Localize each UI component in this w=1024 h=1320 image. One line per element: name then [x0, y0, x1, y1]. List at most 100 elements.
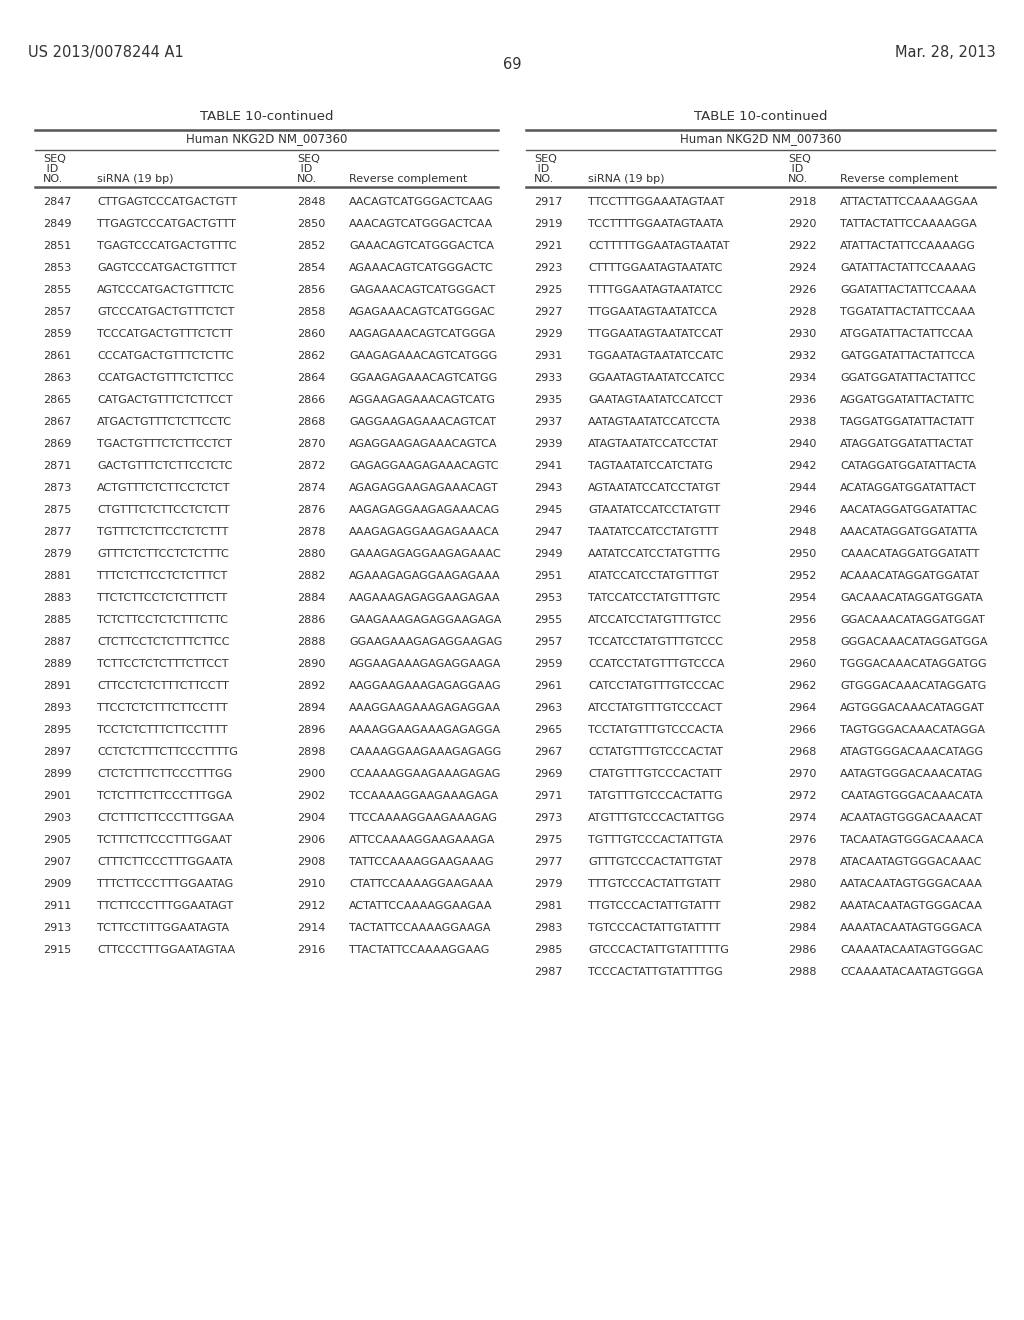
Text: 2940: 2940	[788, 440, 816, 449]
Text: 2888: 2888	[297, 638, 326, 647]
Text: GAAGAGAAACAGTCATGGG: GAAGAGAAACAGTCATGGG	[349, 351, 498, 360]
Text: AAGAAAGAGAGGAAGAGAA: AAGAAAGAGAGGAAGAGAA	[349, 593, 501, 603]
Text: ATTACTATTCCAAAAGGAA: ATTACTATTCCAAAAGGAA	[840, 197, 979, 207]
Text: 2859: 2859	[43, 329, 72, 339]
Text: GACAAACATAGGATGGATA: GACAAACATAGGATGGATA	[840, 593, 983, 603]
Text: TCTTTCTTCCCTTTGGAAT: TCTTTCTTCCCTTTGGAAT	[97, 836, 232, 845]
Text: 2900: 2900	[297, 770, 326, 779]
Text: TTGGAATAGTAATATCCA: TTGGAATAGTAATATCCA	[588, 308, 717, 317]
Text: ATGGATATTACTATTCCAA: ATGGATATTACTATTCCAA	[840, 329, 974, 339]
Text: CTCTTTCTTCCCTTTGGAA: CTCTTTCTTCCCTTTGGAA	[97, 813, 233, 822]
Text: 2960: 2960	[788, 659, 816, 669]
Text: ACTATTCCAAAAGGAAGAA: ACTATTCCAAAAGGAAGAA	[349, 902, 493, 911]
Text: CCATGACTGTTTCTCTTCC: CCATGACTGTTTCTCTTCC	[97, 374, 233, 383]
Text: NO.: NO.	[43, 174, 63, 183]
Text: CTTCCTCTCTTTCTTCCTT: CTTCCTCTCTTTCTTCCTT	[97, 681, 229, 690]
Text: 2968: 2968	[788, 747, 816, 756]
Text: AGGAAGAGAAACAGTCATG: AGGAAGAGAAACAGTCATG	[349, 395, 496, 405]
Text: TCCATCCTATGTTTGTCCC: TCCATCCTATGTTTGTCCC	[588, 638, 723, 647]
Text: TAGTGGGACAAACATAGGA: TAGTGGGACAAACATAGGA	[840, 725, 985, 735]
Text: 2862: 2862	[297, 351, 326, 360]
Text: 2978: 2978	[788, 857, 816, 867]
Text: TGTCCCACTATTGTATTTT: TGTCCCACTATTGTATTTT	[588, 923, 721, 933]
Text: CAATAGTGGGACAAACATA: CAATAGTGGGACAAACATA	[840, 791, 983, 801]
Text: ACATAGGATGGATATTACT: ACATAGGATGGATATTACT	[840, 483, 977, 492]
Text: AACAGTCATGGGACTCAAG: AACAGTCATGGGACTCAAG	[349, 197, 494, 207]
Text: AGAGAAACAGTCATGGGAC: AGAGAAACAGTCATGGGAC	[349, 308, 496, 317]
Text: 2853: 2853	[43, 263, 72, 273]
Text: ATGACTGTTTCTCTTCCTC: ATGACTGTTTCTCTTCCTC	[97, 417, 232, 426]
Text: GTGGGACAAACATAGGATG: GTGGGACAAACATAGGATG	[840, 681, 986, 690]
Text: AATACAATAGTGGGACAAA: AATACAATAGTGGGACAAA	[840, 879, 983, 888]
Text: 2872: 2872	[297, 461, 326, 471]
Text: 2864: 2864	[297, 374, 326, 383]
Text: Mar. 28, 2013: Mar. 28, 2013	[895, 45, 996, 59]
Text: 2939: 2939	[534, 440, 562, 449]
Text: TCTTCCTCTCTTTCTTCCT: TCTTCCTCTCTTTCTTCCT	[97, 659, 228, 669]
Text: AGTCCCATGACTGTTTCTC: AGTCCCATGACTGTTTCTC	[97, 285, 234, 294]
Text: ATAGTAATATCCATCCTAT: ATAGTAATATCCATCCTAT	[588, 440, 719, 449]
Text: 2856: 2856	[297, 285, 326, 294]
Text: 2967: 2967	[534, 747, 562, 756]
Text: ACTGTTTCTCTTCCTCTCT: ACTGTTTCTCTTCCTCTCT	[97, 483, 230, 492]
Text: 2951: 2951	[534, 572, 562, 581]
Text: TGTTTCTCTTCCTCTCTTT: TGTTTCTCTTCCTCTCTTT	[97, 527, 228, 537]
Text: GAGGAAGAGAAACAGTCAT: GAGGAAGAGAAACAGTCAT	[349, 417, 496, 426]
Text: 2961: 2961	[534, 681, 562, 690]
Text: TTCCTTTGGAAATAGTAAT: TTCCTTTGGAAATAGTAAT	[588, 197, 724, 207]
Text: TCCTTTTGGAATAGTAATA: TCCTTTTGGAATAGTAATA	[588, 219, 723, 228]
Text: Reverse complement: Reverse complement	[349, 174, 467, 183]
Text: 2962: 2962	[788, 681, 816, 690]
Text: 2903: 2903	[43, 813, 72, 822]
Text: GACTGTTTCTCTTCCTCTC: GACTGTTTCTCTTCCTCTC	[97, 461, 232, 471]
Text: CCCATGACTGTTTCTCTTC: CCCATGACTGTTTCTCTTC	[97, 351, 233, 360]
Text: 69: 69	[503, 57, 521, 73]
Text: 2917: 2917	[534, 197, 562, 207]
Text: 2868: 2868	[297, 417, 326, 426]
Text: CAAAATACAATAGTGGGAC: CAAAATACAATAGTGGGAC	[840, 945, 983, 954]
Text: Human NKG2D NM_007360: Human NKG2D NM_007360	[185, 132, 347, 145]
Text: TTGTCCCACTATTGTATTT: TTGTCCCACTATTGTATTT	[588, 902, 721, 911]
Text: TCTCTTTCTTCCCTTTGGA: TCTCTTTCTTCCCTTTGGA	[97, 791, 232, 801]
Text: 2849: 2849	[43, 219, 72, 228]
Text: 2847: 2847	[43, 197, 72, 207]
Text: 2957: 2957	[534, 638, 562, 647]
Text: AAAGAGAGGAAGAGAAACA: AAAGAGAGGAAGAGAAACA	[349, 527, 500, 537]
Text: CTGTTTCTCTTCCTCTCTT: CTGTTTCTCTTCCTCTCTT	[97, 506, 229, 515]
Text: ATTCCAAAAGGAAGAAAGA: ATTCCAAAAGGAAGAAAGA	[349, 836, 496, 845]
Text: 2861: 2861	[43, 351, 72, 360]
Text: TABLE 10-continued: TABLE 10-continued	[693, 110, 827, 123]
Text: 2980: 2980	[788, 879, 816, 888]
Text: 2934: 2934	[788, 374, 816, 383]
Text: 2938: 2938	[788, 417, 816, 426]
Text: 2889: 2889	[43, 659, 72, 669]
Text: AGAAACAGTCATGGGACTC: AGAAACAGTCATGGGACTC	[349, 263, 494, 273]
Text: 2972: 2972	[788, 791, 816, 801]
Text: AAAGGAAGAAAGAGAGGAA: AAAGGAAGAAAGAGAGGAA	[349, 704, 501, 713]
Text: 2929: 2929	[534, 329, 562, 339]
Text: 2944: 2944	[788, 483, 816, 492]
Text: 2949: 2949	[534, 549, 562, 558]
Text: TGACTGTTTCTCTTCCTCT: TGACTGTTTCTCTTCCTCT	[97, 440, 232, 449]
Text: GAGTCCCATGACTGTTTCT: GAGTCCCATGACTGTTTCT	[97, 263, 237, 273]
Text: 2971: 2971	[534, 791, 562, 801]
Text: AACATAGGATGGATATTAC: AACATAGGATGGATATTAC	[840, 506, 978, 515]
Text: 2925: 2925	[534, 285, 562, 294]
Text: 2858: 2858	[297, 308, 326, 317]
Text: ATGTTTGTCCCACTATTGG: ATGTTTGTCCCACTATTGG	[588, 813, 725, 822]
Text: 2941: 2941	[534, 461, 562, 471]
Text: AGTAATATCCATCCTATGT: AGTAATATCCATCCTATGT	[588, 483, 721, 492]
Text: 2950: 2950	[788, 549, 816, 558]
Text: TATTACTATTCCAAAAGGA: TATTACTATTCCAAAAGGA	[840, 219, 977, 228]
Text: TTCCAAAAGGAAGAAAGAG: TTCCAAAAGGAAGAAAGAG	[349, 813, 497, 822]
Text: TABLE 10-continued: TABLE 10-continued	[200, 110, 333, 123]
Text: GTCCCATGACTGTTTCTCT: GTCCCATGACTGTTTCTCT	[97, 308, 234, 317]
Text: 2912: 2912	[297, 902, 326, 911]
Text: 2975: 2975	[534, 836, 562, 845]
Text: 2891: 2891	[43, 681, 72, 690]
Text: TTCCTCTCTTTCTTCCTTT: TTCCTCTCTTTCTTCCTTT	[97, 704, 227, 713]
Text: SEQ: SEQ	[788, 154, 811, 164]
Text: ACAAACATAGGATGGATAT: ACAAACATAGGATGGATAT	[840, 572, 980, 581]
Text: CCTATGTTTGTCCCACTAT: CCTATGTTTGTCCCACTAT	[588, 747, 723, 756]
Text: 2920: 2920	[788, 219, 816, 228]
